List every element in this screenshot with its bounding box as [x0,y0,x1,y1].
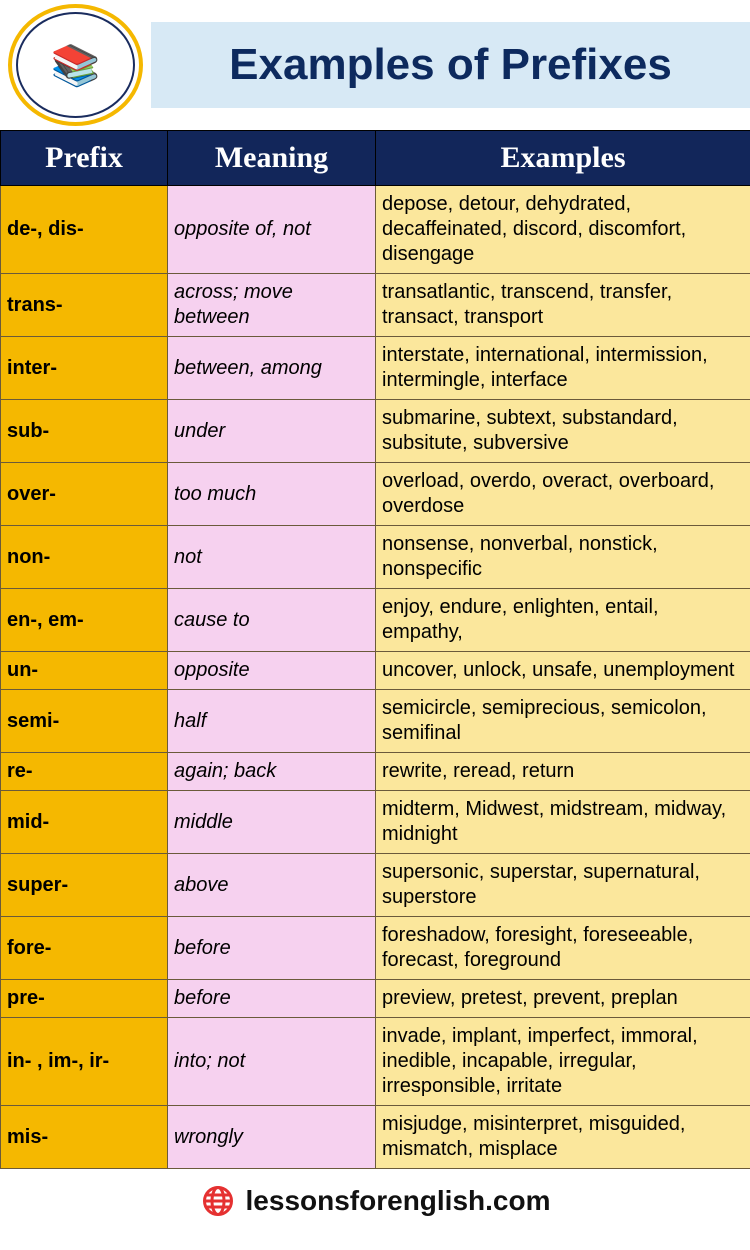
prefix-cell: mis- [1,1106,168,1169]
prefix-cell: in- , im-, ir- [1,1018,168,1106]
table-row: mid-middlemidterm, Midwest, midstream, m… [1,791,750,854]
meaning-cell: before [168,917,376,980]
table-row: super-abovesupersonic, superstar, supern… [1,854,750,917]
meaning-cell: between, among [168,337,376,400]
table-row: inter-between, amonginterstate, internat… [1,337,750,400]
table-row: un-oppositeuncover, unlock, unsafe, unem… [1,652,750,690]
table-row: fore-beforeforeshadow, foresight, forese… [1,917,750,980]
examples-cell: supersonic, superstar, supernatural, sup… [376,854,750,917]
site-logo: 📚 [8,4,143,126]
prefix-cell: trans- [1,274,168,337]
examples-cell: transatlantic, transcend, transfer, tran… [376,274,750,337]
table-row: non-notnonsense, nonverbal, nonstick, no… [1,526,750,589]
examples-cell: preview, pretest, prevent, preplan [376,980,750,1018]
page-title: Examples of Prefixes [151,22,750,108]
table-row: en-, em-cause toenjoy, endure, enlighten… [1,589,750,652]
footer: lessonsforenglish.com [0,1169,750,1229]
table-header-row: Prefix Meaning Examples [1,131,750,186]
prefix-cell: over- [1,463,168,526]
prefix-cell: de-, dis- [1,186,168,274]
prefix-cell: pre- [1,980,168,1018]
col-header-examples: Examples [376,131,750,186]
examples-cell: submarine, subtext, substandard, subsitu… [376,400,750,463]
meaning-cell: not [168,526,376,589]
prefix-cell: inter- [1,337,168,400]
meaning-cell: into; not [168,1018,376,1106]
table-row: semi-halfsemicircle, semiprecious, semic… [1,690,750,753]
meaning-cell: opposite [168,652,376,690]
meaning-cell: across; move between [168,274,376,337]
table-row: re-again; backrewrite, reread, return [1,753,750,791]
meaning-cell: too much [168,463,376,526]
prefix-cell: semi- [1,690,168,753]
col-header-prefix: Prefix [1,131,168,186]
meaning-cell: middle [168,791,376,854]
examples-cell: midterm, Midwest, midstream, midway, mid… [376,791,750,854]
examples-cell: misjudge, misinterpret, misguided, misma… [376,1106,750,1169]
globe-icon [200,1183,236,1219]
table-row: mis-wronglymisjudge, misinterpret, misgu… [1,1106,750,1169]
prefix-cell: re- [1,753,168,791]
prefix-cell: en-, em- [1,589,168,652]
examples-cell: interstate, international, intermission,… [376,337,750,400]
meaning-cell: half [168,690,376,753]
table-row: over-too muchoverload, overdo, overact, … [1,463,750,526]
examples-cell: foreshadow, foresight, foreseeable, fore… [376,917,750,980]
examples-cell: rewrite, reread, return [376,753,750,791]
table-row: trans-across; move betweentransatlantic,… [1,274,750,337]
prefix-cell: mid- [1,791,168,854]
examples-cell: enjoy, endure, enlighten, entail, empath… [376,589,750,652]
examples-cell: uncover, unlock, unsafe, unemployment [376,652,750,690]
meaning-cell: under [168,400,376,463]
col-header-meaning: Meaning [168,131,376,186]
examples-cell: invade, implant, imperfect, immoral, ine… [376,1018,750,1106]
meaning-cell: above [168,854,376,917]
prefix-cell: fore- [1,917,168,980]
table-row: in- , im-, ir-into; notinvade, implant, … [1,1018,750,1106]
meaning-cell: cause to [168,589,376,652]
meaning-cell: before [168,980,376,1018]
prefixes-table: Prefix Meaning Examples de-, dis-opposit… [0,130,750,1169]
footer-text: lessonsforenglish.com [246,1185,551,1217]
meaning-cell: wrongly [168,1106,376,1169]
prefix-cell: un- [1,652,168,690]
examples-cell: depose, detour, dehydrated, decaffeinate… [376,186,750,274]
examples-cell: overload, overdo, overact, overboard, ov… [376,463,750,526]
meaning-cell: again; back [168,753,376,791]
table-row: pre-beforepreview, pretest, prevent, pre… [1,980,750,1018]
meaning-cell: opposite of, not [168,186,376,274]
table-row: sub-undersubmarine, subtext, substandard… [1,400,750,463]
examples-cell: semicircle, semiprecious, semicolon, sem… [376,690,750,753]
header: 📚 Examples of Prefixes [0,0,750,130]
prefix-cell: sub- [1,400,168,463]
examples-cell: nonsense, nonverbal, nonstick, nonspecif… [376,526,750,589]
table-row: de-, dis-opposite of, notdepose, detour,… [1,186,750,274]
prefix-cell: non- [1,526,168,589]
prefix-cell: super- [1,854,168,917]
